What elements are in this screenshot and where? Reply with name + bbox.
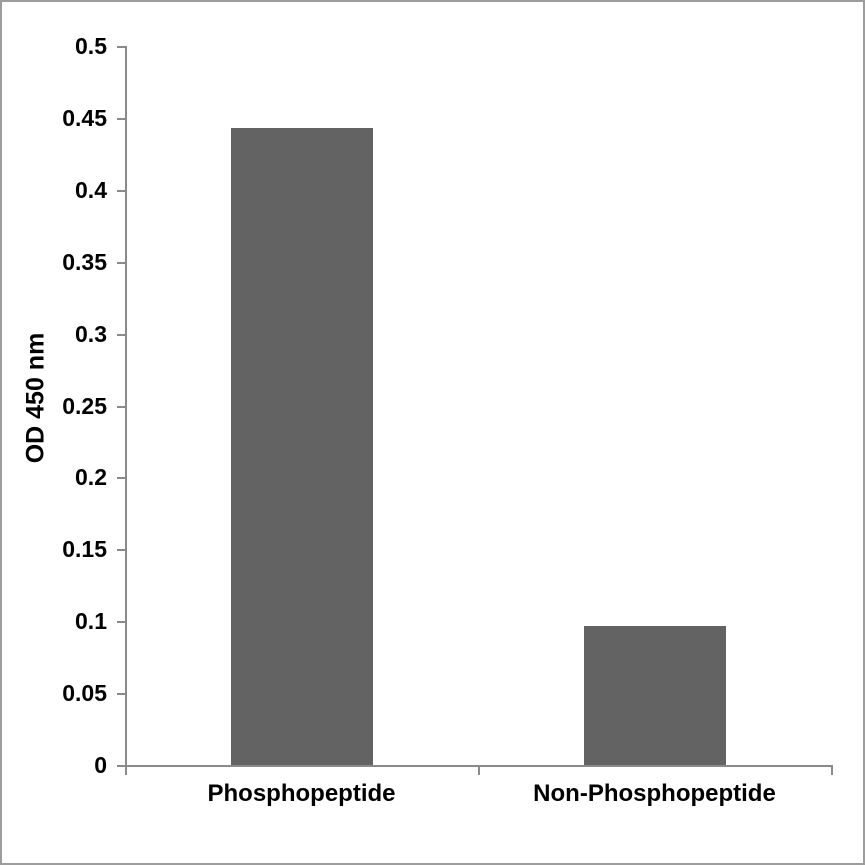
y-tick-label: 0.25 [62, 392, 107, 419]
y-tick-label: 0.45 [62, 104, 107, 131]
y-tick-label: 0 [94, 752, 107, 778]
x-category-label-phosphopeptide: Phosphopeptide [207, 780, 396, 807]
y-tick [117, 333, 125, 336]
y-tick-label: 0.1 [75, 608, 107, 635]
x-category-label-non-phosphopeptide: Non-Phosphopeptide [533, 780, 776, 807]
bar-non-phosphopeptide [583, 625, 726, 765]
y-tick [117, 621, 125, 624]
y-tick-label: 0.05 [62, 680, 107, 707]
bar-phosphopeptide [230, 127, 373, 765]
y-tick-label: 0.2 [75, 464, 107, 491]
y-tick [117, 46, 125, 48]
y-tick [117, 405, 125, 408]
y-tick-label: 0.5 [75, 33, 107, 59]
y-tick-label: 0.4 [75, 176, 107, 203]
y-tick [117, 477, 125, 480]
y-tick [117, 549, 125, 552]
y-tick-label: 0.3 [75, 320, 107, 347]
y-tick [117, 693, 125, 696]
y-tick-label: 0.15 [62, 536, 107, 563]
y-tick-label: 0.35 [62, 248, 107, 275]
x-axis-line [125, 765, 833, 767]
y-tick [117, 189, 125, 192]
y-tick [117, 261, 125, 264]
y-tick [117, 765, 125, 767]
x-tick [478, 767, 480, 775]
y-axis-line [125, 46, 127, 765]
x-tick [125, 767, 127, 775]
x-tick [831, 767, 833, 775]
y-tick [117, 117, 125, 120]
